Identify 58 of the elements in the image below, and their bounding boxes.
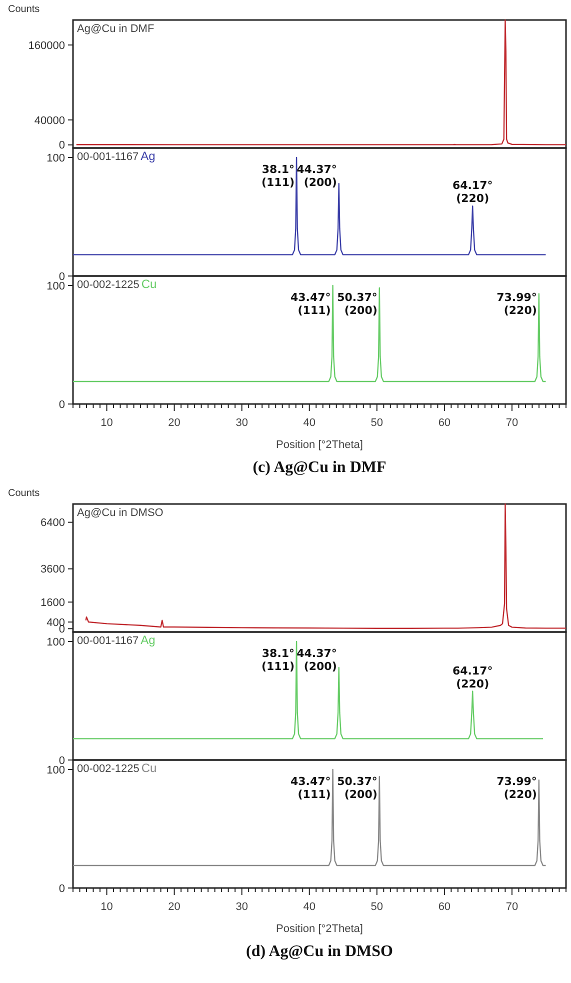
y-axis-title: Counts	[8, 488, 40, 499]
x-tick-label: 30	[236, 901, 248, 913]
annotation: 73.99° (220)	[496, 291, 537, 317]
y-tick-label: 3600	[40, 564, 65, 576]
annotation: 64.17° (220)	[452, 179, 493, 206]
text: (d) Ag@Cu in DMSO	[246, 943, 393, 960]
chart-title: Ag@Cu in DMSO	[77, 507, 164, 519]
y-tick-label: 160000	[28, 40, 65, 52]
x-tick-label: 20	[168, 901, 180, 913]
annotation: 50.37° (200)	[337, 775, 378, 801]
y-axis-title: Counts	[8, 4, 40, 15]
chart-title: 00-001-1167	[77, 635, 139, 647]
annotation: 73.99° (220)	[496, 775, 537, 801]
x-tick-label: 10	[100, 417, 113, 429]
y-tick-label: 0	[58, 398, 65, 411]
chart-title: 00-002-1225	[77, 763, 140, 775]
chart-title: Ag@Cu in DMF	[77, 23, 154, 35]
y-tick-label: 100	[46, 152, 65, 164]
x-axis-title: Position [°2Theta]	[276, 439, 363, 451]
text: Cu	[141, 761, 157, 775]
text: Ag	[140, 633, 156, 647]
y-tick-label: 6400	[40, 517, 65, 530]
x-tick-label: 40	[303, 901, 316, 913]
x-tick-label: 20	[168, 417, 180, 429]
annotation: 44.37° (200)	[296, 647, 337, 673]
annotation: 38.1° (111)	[262, 647, 295, 673]
x-tick-label: 70	[506, 901, 518, 913]
x-tick-label: 70	[506, 417, 518, 429]
x-tick-label: 40	[303, 417, 316, 429]
chart-title: 00-002-1225	[77, 279, 140, 291]
x-tick-label: 50	[370, 901, 384, 913]
line-series	[76, 19, 566, 146]
annotation: 44.37° (200)	[296, 163, 337, 189]
text: Cu	[141, 277, 157, 291]
x-tick-label: 50	[370, 417, 384, 429]
y-tick-label: 0	[58, 140, 65, 152]
x-tick-label: 30	[236, 417, 248, 429]
x-axis-title: Position [°2Theta]	[276, 923, 363, 935]
x-tick-label: 60	[438, 417, 451, 429]
y-tick-label: 100	[46, 764, 65, 776]
text: Ag	[140, 149, 156, 163]
annotation: 43.47° (111)	[290, 291, 331, 317]
text: (c) Ag@Cu in DMF	[252, 459, 386, 476]
y-tick-label: 40000	[34, 114, 65, 127]
y-tick-label: 0	[58, 270, 65, 283]
x-tick-label: 60	[438, 901, 451, 913]
y-tick-label: 100	[46, 280, 65, 292]
y-tick-label: 0	[58, 754, 65, 767]
chart-title: 00-001-1167	[77, 151, 139, 163]
x-tick-label: 10	[100, 901, 113, 913]
annotation: 43.47° (111)	[290, 775, 331, 801]
annotation: 50.37° (200)	[337, 291, 378, 317]
annotation: 38.1° (111)	[262, 163, 295, 189]
annotation: 64.17° (220)	[452, 664, 493, 690]
y-tick-label: 0	[58, 624, 65, 636]
y-tick-label: 0	[58, 882, 65, 895]
y-tick-label: 1600	[40, 596, 65, 609]
y-tick-label: 100	[46, 636, 65, 648]
